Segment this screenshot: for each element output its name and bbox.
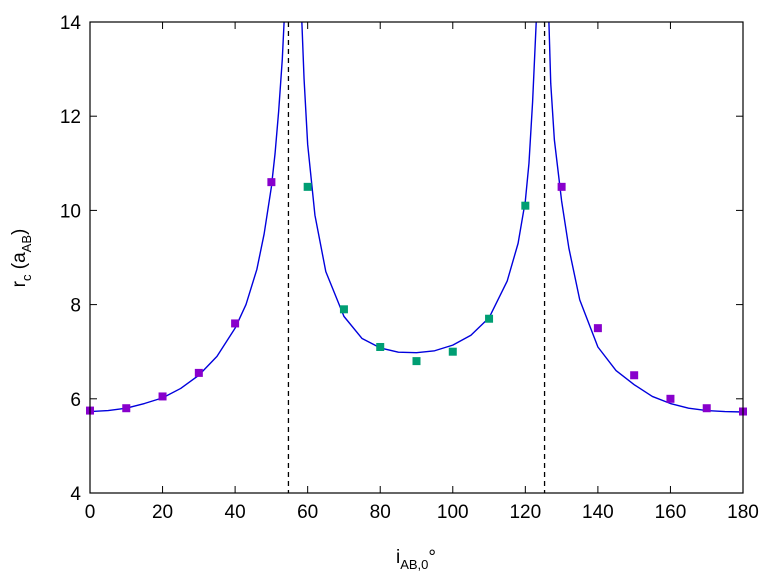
y-tick-label-1: 6	[70, 390, 81, 411]
y-tick-label-2: 8	[70, 296, 81, 317]
x-tick-label-1: 20	[152, 502, 173, 523]
y-tick-label-4: 12	[60, 107, 81, 128]
x-tick-label-9: 180	[727, 502, 759, 523]
data-point-series0-5	[267, 178, 276, 187]
data-point-series0-10	[702, 404, 711, 413]
data-point-series1-3	[412, 357, 421, 366]
y-tick-label-5: 14	[60, 13, 82, 34]
data-point-series0-3	[194, 368, 203, 377]
x-tick-label-3: 60	[297, 502, 318, 523]
x-tick-label-4: 80	[370, 502, 391, 523]
axis-labels: iAB,0° rc (aAB)	[9, 229, 436, 572]
x-tick-label-6: 120	[509, 502, 541, 523]
axes: 0 20 40 60 80 100 120 140 160 180 4 6 8 10 12 14	[60, 13, 759, 523]
data-point-series1-4	[448, 347, 457, 356]
y-tick-label-3: 10	[60, 201, 81, 222]
x-tick-label-8: 160	[655, 502, 687, 523]
x-tick-label-7: 140	[582, 502, 614, 523]
data-point-series0-2	[158, 392, 167, 401]
plot-area	[86, 22, 747, 493]
data-point-series0-4	[231, 319, 240, 328]
data-point-series1-5	[485, 314, 494, 323]
data-point-series0-8	[630, 371, 639, 380]
x-axis-label: iAB,0°	[396, 547, 436, 572]
fit-curve-segment-1	[301, 22, 537, 354]
fit-curve-segment-2	[548, 22, 743, 413]
data-point-series0-9	[666, 394, 675, 403]
y-tick-label-0: 4	[70, 484, 81, 505]
data-point-series0-6	[557, 182, 566, 191]
data-point-series1-0	[303, 182, 312, 191]
data-point-series1-2	[376, 342, 385, 351]
plot-frame	[89, 21, 744, 494]
x-tick-label-5: 100	[437, 502, 469, 523]
data-point-series0-7	[593, 324, 602, 333]
x-tick-label-0: 0	[85, 502, 96, 523]
data-point-series0-1	[122, 404, 131, 413]
x-tick-label-2: 40	[225, 502, 246, 523]
fit-curve-segment-0	[90, 22, 285, 413]
data-point-series1-1	[339, 305, 348, 314]
y-axis-label: rc (aAB)	[9, 229, 34, 288]
data-point-series1-6	[521, 201, 530, 210]
